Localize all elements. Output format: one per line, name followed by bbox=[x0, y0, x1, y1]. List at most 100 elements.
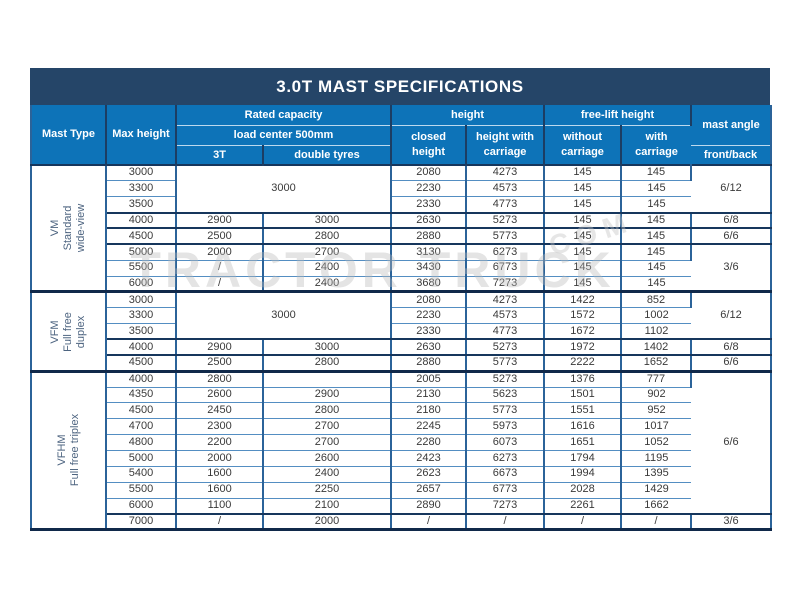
max-height-cell: 5500 bbox=[106, 482, 177, 499]
without-carriage-cell: 145 bbox=[544, 164, 622, 182]
mast-type-label-text: VFHM Full free triplex bbox=[55, 414, 81, 486]
height-with-carriage-cell: 6673 bbox=[466, 466, 545, 483]
without-carriage-cell: 1376 bbox=[544, 371, 622, 388]
capacity-double-tyres-cell: 2400 bbox=[263, 276, 392, 294]
capacity-3t-cell: 1600 bbox=[176, 482, 264, 499]
mast-angle-cell: 6/6 bbox=[691, 228, 771, 246]
capacity-double-tyres-cell: 2700 bbox=[263, 244, 392, 261]
capacity-3t-cell: 2200 bbox=[176, 434, 264, 451]
closed-height-cell: / bbox=[391, 513, 467, 531]
header-closed-height: closed height bbox=[391, 125, 467, 166]
table-row: 4500 2500 2800 2880 5773 145 145 6/6 bbox=[31, 228, 771, 246]
table-row: 3300 2230 4573 145 145 bbox=[31, 180, 771, 198]
capacity-double-tyres-cell: 2700 bbox=[263, 418, 392, 436]
header-load-center: load center 500mm bbox=[176, 125, 392, 146]
mast-type-label: VFM Full free duplex bbox=[31, 291, 107, 373]
without-carriage-cell: 1572 bbox=[544, 307, 622, 325]
mast-type-label-line: VFHM bbox=[55, 434, 68, 467]
without-carriage-cell: 1672 bbox=[544, 323, 622, 341]
table-row: 6000/2400 3680 7273 145 145 bbox=[31, 276, 771, 294]
max-height-cell: 4000 bbox=[106, 212, 177, 230]
without-carriage-cell: 2261 bbox=[544, 498, 622, 515]
capacity-double-tyres-cell: 2250 bbox=[263, 482, 392, 499]
with-carriage-cell: 902 bbox=[621, 387, 691, 404]
max-height-cell: 4500 bbox=[106, 228, 177, 246]
spec-table: Mast Type Max height Rated capacity heig… bbox=[30, 105, 772, 532]
capacity-3t-cell: 2500 bbox=[176, 228, 264, 246]
closed-height-cell: 2330 bbox=[391, 196, 467, 214]
without-carriage-cell: 145 bbox=[544, 212, 622, 230]
closed-height-cell: 2630 bbox=[391, 212, 467, 230]
with-carriage-cell: 145 bbox=[621, 196, 691, 214]
mast-type-label-text: VFM Full free duplex bbox=[49, 312, 89, 352]
table-row: 4700 2300 2700 2245 5973 1616 1017 bbox=[31, 418, 771, 436]
header-row-3: 3T double tyres front/back bbox=[31, 145, 771, 166]
capacity-3t-cell: 2900 bbox=[176, 339, 264, 357]
with-carriage-cell: 1652 bbox=[621, 355, 692, 373]
max-height-cell: 5500 bbox=[106, 260, 177, 277]
mast-type-label-line: VFM bbox=[48, 319, 61, 344]
capacity-3t-cell: 2600 bbox=[176, 387, 264, 404]
mast-angle-cell: 6/6 bbox=[691, 371, 771, 515]
height-with-carriage-cell: 5773 bbox=[466, 228, 545, 246]
closed-height-cell: 3430 bbox=[391, 260, 467, 277]
table-row: VM Standard wide-view 3000 3000 2080 4273 145 14… bbox=[31, 164, 771, 294]
max-height-cell: 4000 bbox=[106, 371, 177, 388]
without-carriage-cell: / bbox=[544, 513, 622, 531]
table-row: 5000 2000 2600 2423 6273 1794 1195 bbox=[31, 450, 771, 467]
height-with-carriage-cell: 5973 bbox=[466, 418, 545, 436]
with-carriage-cell: 145 bbox=[621, 276, 691, 294]
capacity-merged-cell: 3000 bbox=[176, 291, 392, 341]
header-height-with-carriage: height with carriage bbox=[466, 125, 545, 166]
max-height-cell: 3300 bbox=[106, 307, 177, 325]
closed-height-cell: 2423 bbox=[391, 450, 467, 467]
closed-height-cell: 2330 bbox=[391, 323, 467, 341]
height-with-carriage-cell: 4573 bbox=[466, 180, 545, 198]
mast-angle-cell: 6/8 bbox=[691, 339, 771, 357]
capacity-double-tyres-cell: 2800 bbox=[263, 228, 392, 246]
with-carriage-cell: / bbox=[621, 513, 692, 531]
capacity-double-tyres-cell: 2400 bbox=[263, 466, 392, 483]
capacity-3t-cell: 2500 bbox=[176, 355, 264, 373]
capacity-double-tyres-cell: 2000 bbox=[263, 513, 392, 531]
with-carriage-cell: 1195 bbox=[621, 450, 691, 467]
without-carriage-cell: 1616 bbox=[544, 418, 622, 436]
mast-type-label-text: VM Standard wide-view bbox=[49, 204, 89, 252]
with-carriage-cell: 145 bbox=[621, 228, 692, 246]
capacity-double-tyres-cell: 3000 bbox=[263, 339, 392, 357]
without-carriage-cell: 1794 bbox=[544, 450, 622, 467]
mast-angle-cell: 3/6 bbox=[691, 244, 771, 294]
closed-height-cell: 2245 bbox=[391, 418, 467, 436]
capacity-double-tyres-cell: 3000 bbox=[263, 212, 392, 230]
capacity-double-tyres-cell: 2400 bbox=[263, 260, 392, 277]
mast-angle-cell: 6/8 bbox=[691, 212, 771, 230]
mast-angle-cell: 6/12 bbox=[691, 164, 771, 214]
with-carriage-cell: 145 bbox=[621, 164, 692, 182]
capacity-3t-cell: / bbox=[176, 513, 264, 531]
capacity-double-tyres-cell: 2600 bbox=[263, 450, 392, 467]
capacity-double-tyres-cell bbox=[263, 371, 392, 388]
with-carriage-cell: 1429 bbox=[621, 482, 691, 499]
height-with-carriage-cell: 6273 bbox=[466, 450, 545, 467]
table-row: VFHM Full free triplex 4000 2800 2005 5273 137… bbox=[31, 371, 771, 531]
height-with-carriage-cell: 5773 bbox=[466, 402, 545, 420]
without-carriage-cell: 145 bbox=[544, 228, 622, 246]
table-row: 4800 2200 2700 2280 6073 1651 1052 bbox=[31, 434, 771, 451]
with-carriage-cell: 1662 bbox=[621, 498, 691, 515]
height-with-carriage-cell: 7273 bbox=[466, 498, 545, 515]
max-height-cell: 5400 bbox=[106, 466, 177, 483]
mast-type-label-line: Standard bbox=[61, 205, 74, 251]
max-height-cell: 5000 bbox=[106, 450, 177, 467]
without-carriage-cell: 145 bbox=[544, 180, 622, 198]
without-carriage-cell: 1551 bbox=[544, 402, 622, 420]
with-carriage-cell: 777 bbox=[621, 371, 692, 388]
height-with-carriage-cell: 5773 bbox=[466, 355, 545, 373]
height-with-carriage-cell: 4573 bbox=[466, 307, 545, 325]
capacity-double-tyres-cell: 2100 bbox=[263, 498, 392, 515]
with-carriage-cell: 145 bbox=[621, 180, 691, 198]
height-with-carriage-cell: 5623 bbox=[466, 387, 545, 404]
height-with-carriage-cell: 4773 bbox=[466, 196, 545, 214]
without-carriage-cell: 145 bbox=[544, 260, 622, 277]
max-height-cell: 4700 bbox=[106, 418, 177, 436]
